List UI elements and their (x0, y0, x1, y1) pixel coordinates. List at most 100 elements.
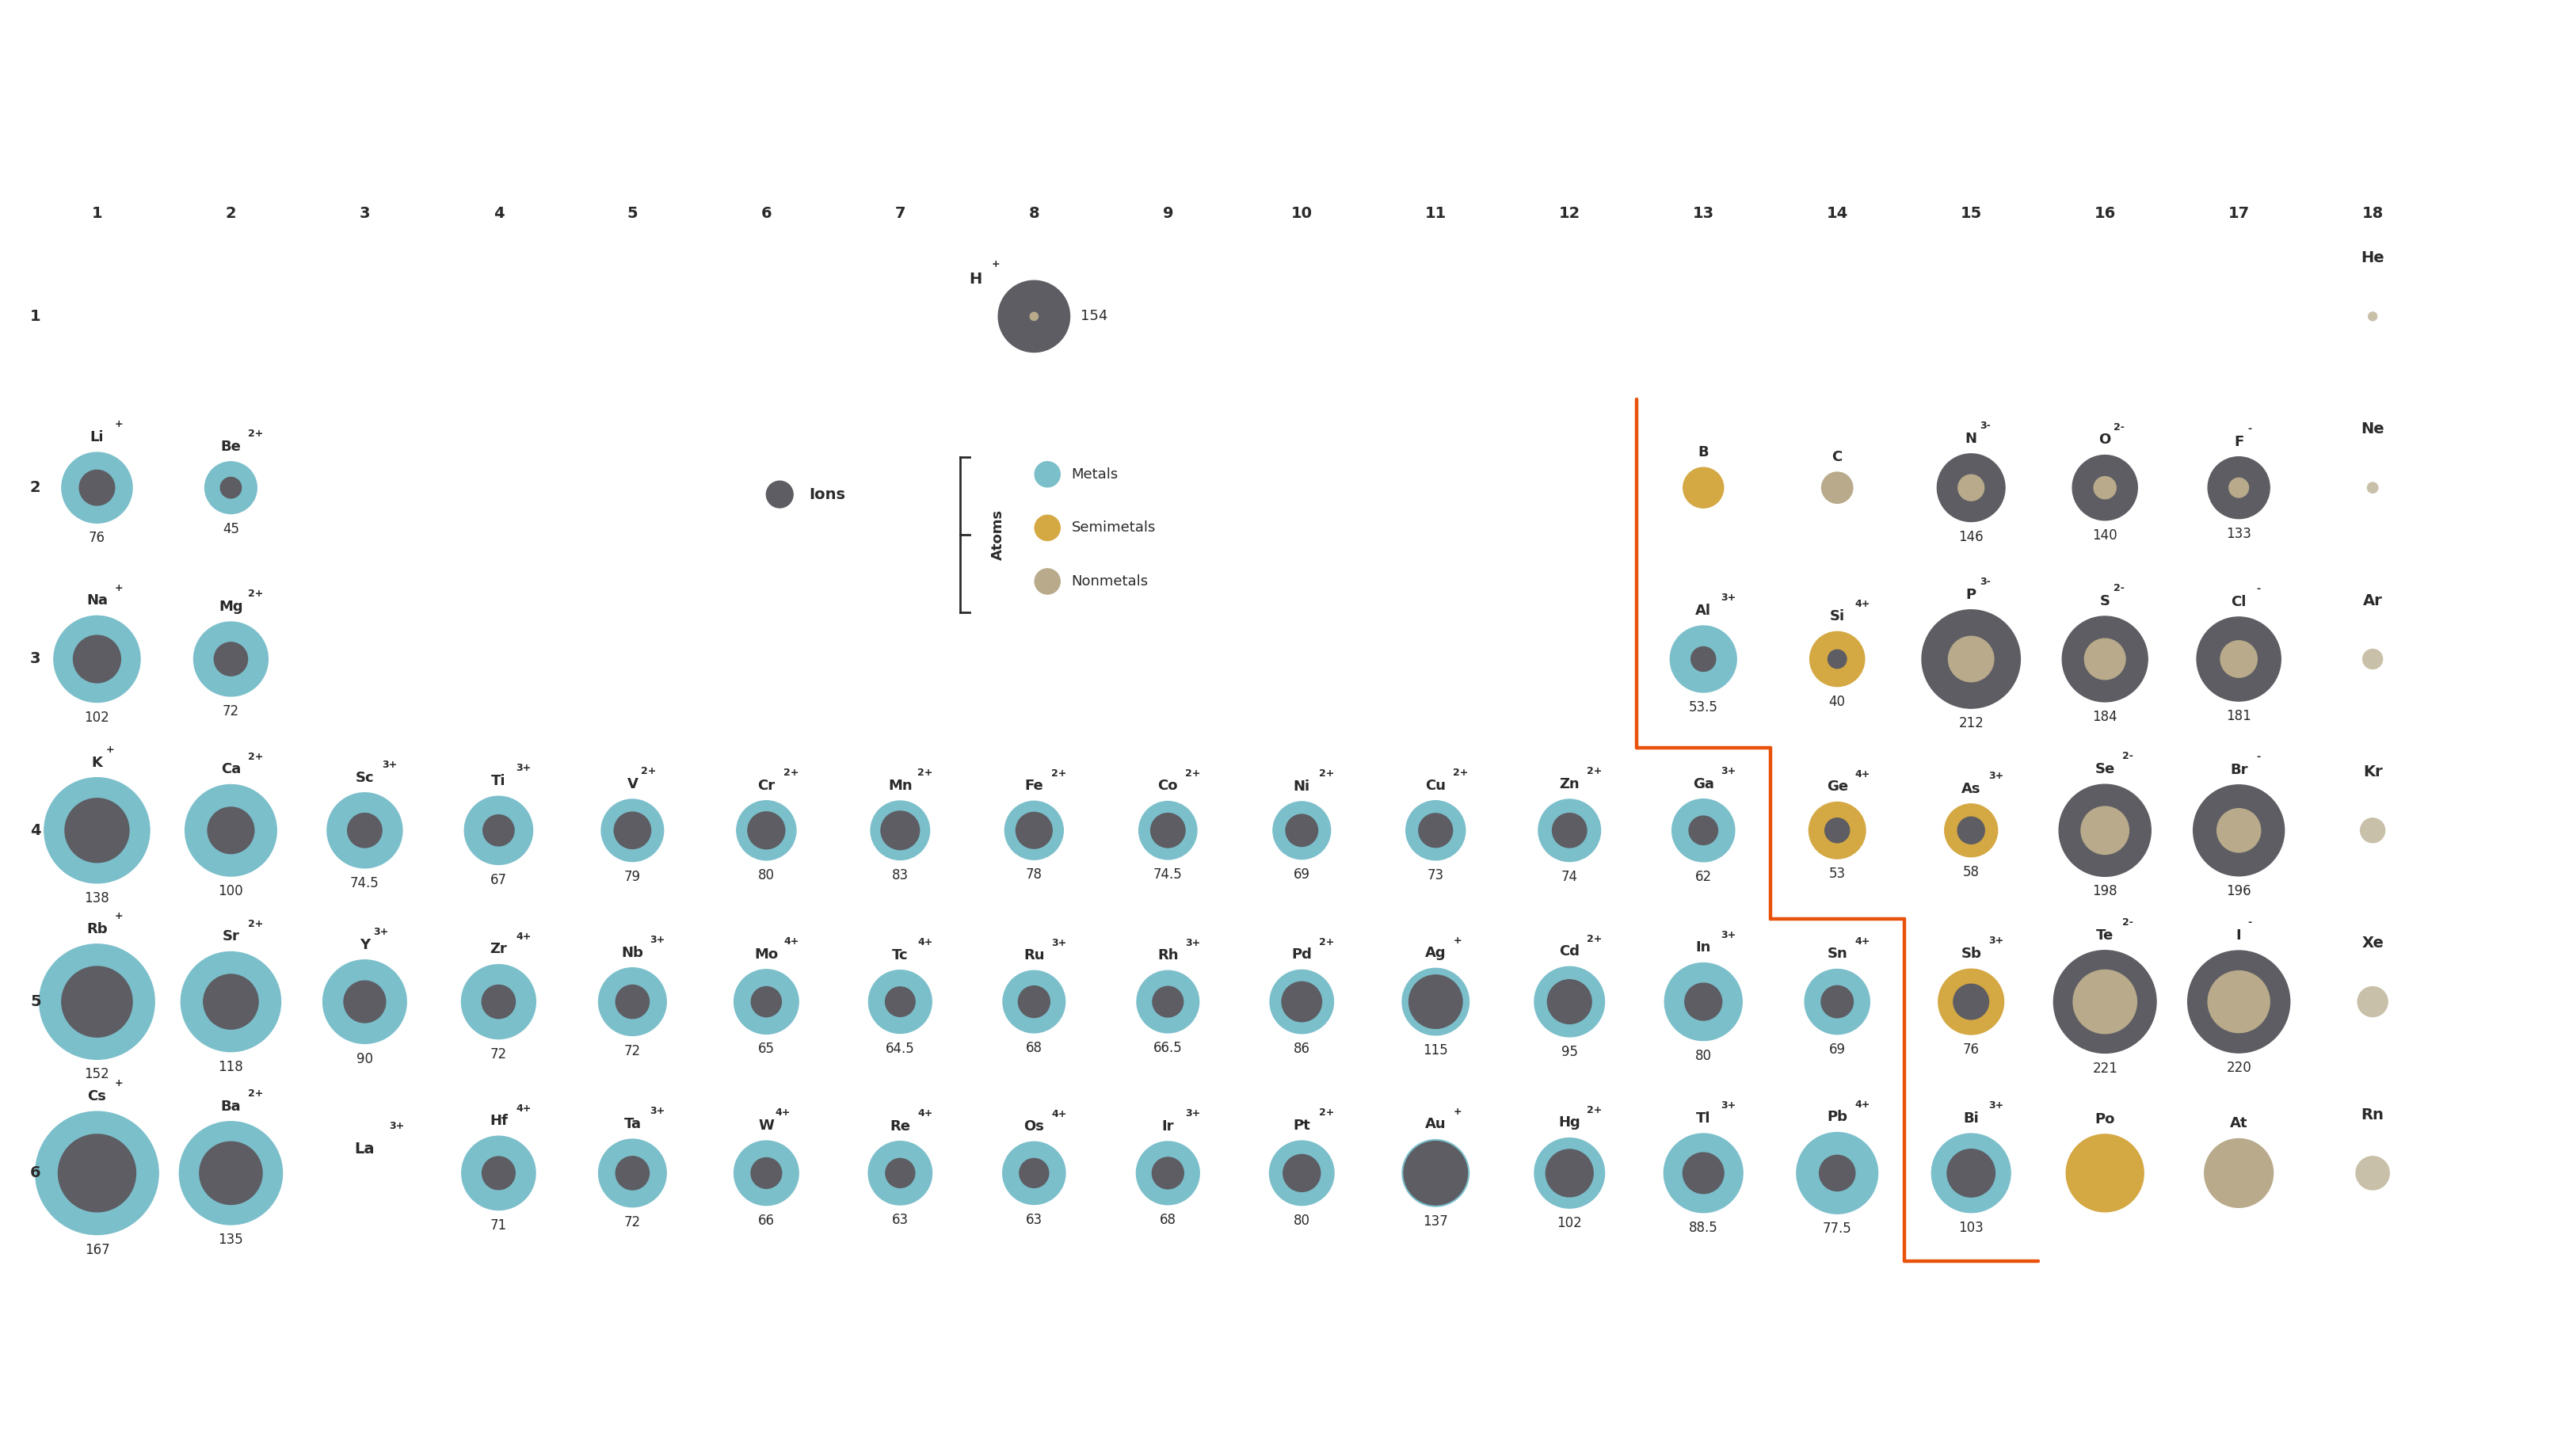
Text: 4+: 4+ (515, 1104, 530, 1114)
Text: Hg: Hg (1558, 1115, 1581, 1130)
Circle shape (1798, 1133, 1877, 1214)
Text: 11: 11 (1425, 205, 1446, 221)
Circle shape (1953, 984, 1989, 1019)
Text: Re: Re (890, 1120, 910, 1133)
Text: F: F (2234, 434, 2244, 448)
Text: Rh: Rh (1158, 948, 1178, 962)
Text: 76: 76 (89, 531, 105, 546)
Circle shape (1017, 986, 1051, 1018)
Text: Ba: Ba (222, 1099, 242, 1114)
Text: 53: 53 (1828, 866, 1846, 881)
Text: 90: 90 (357, 1051, 372, 1066)
Text: Ti: Ti (492, 775, 505, 788)
Text: Pd: Pd (1290, 948, 1313, 962)
Text: 73: 73 (1428, 868, 1443, 882)
Circle shape (347, 814, 382, 847)
Circle shape (2229, 478, 2249, 498)
Text: 2: 2 (31, 480, 41, 495)
Text: 4+: 4+ (918, 938, 933, 948)
Circle shape (482, 1156, 515, 1190)
Text: He: He (2361, 250, 2384, 265)
Text: +: + (1453, 935, 1461, 945)
Text: 103: 103 (1958, 1220, 1984, 1235)
Circle shape (61, 967, 133, 1037)
Circle shape (207, 807, 255, 853)
Text: 77.5: 77.5 (1823, 1222, 1851, 1236)
Text: 2-: 2- (2122, 751, 2134, 761)
Text: 137: 137 (1423, 1214, 1448, 1229)
Text: 154: 154 (1081, 309, 1107, 323)
Circle shape (2369, 312, 2377, 320)
Circle shape (2053, 951, 2157, 1053)
Text: 3+: 3+ (515, 763, 530, 773)
Circle shape (2188, 951, 2290, 1053)
Text: 18: 18 (2361, 205, 2384, 221)
Text: 4: 4 (492, 205, 505, 221)
Text: 2+: 2+ (1318, 936, 1334, 948)
Text: 3: 3 (31, 651, 41, 667)
Text: Cr: Cr (757, 779, 775, 792)
Text: 65: 65 (757, 1042, 775, 1057)
Text: 100: 100 (219, 884, 242, 898)
Circle shape (2216, 808, 2262, 852)
Text: Tl: Tl (1696, 1111, 1711, 1125)
Circle shape (1810, 632, 1864, 686)
Circle shape (54, 616, 140, 702)
Text: 80: 80 (1293, 1213, 1311, 1227)
Text: 115: 115 (1423, 1044, 1448, 1057)
Text: 181: 181 (2226, 709, 2252, 724)
Text: 80: 80 (757, 868, 775, 882)
Circle shape (768, 480, 793, 508)
Text: 72: 72 (625, 1044, 640, 1059)
Circle shape (1821, 986, 1854, 1018)
Circle shape (2208, 971, 2269, 1032)
Text: 5: 5 (627, 205, 638, 221)
Circle shape (885, 1159, 915, 1188)
Text: 118: 118 (219, 1060, 242, 1075)
Text: Cl: Cl (2231, 594, 2247, 609)
Text: 4: 4 (31, 823, 41, 839)
Circle shape (1548, 980, 1591, 1024)
Text: H: H (969, 272, 982, 287)
Text: Nb: Nb (622, 945, 643, 960)
Text: 102: 102 (1558, 1216, 1581, 1230)
Circle shape (43, 778, 150, 884)
Text: 2+: 2+ (247, 751, 263, 761)
Circle shape (1418, 814, 1453, 847)
Circle shape (1946, 804, 1997, 858)
Text: 74: 74 (1561, 869, 1578, 884)
Text: Cd: Cd (1558, 945, 1581, 958)
Text: Ions: Ions (808, 486, 847, 502)
Circle shape (204, 462, 258, 514)
Text: -: - (2257, 751, 2259, 761)
Text: 74.5: 74.5 (349, 877, 380, 890)
Text: Cs: Cs (87, 1089, 107, 1104)
Text: 2+: 2+ (1453, 767, 1469, 778)
Text: Atoms: Atoms (992, 510, 1005, 561)
Text: 3-: 3- (1979, 577, 1992, 587)
Circle shape (204, 974, 258, 1029)
Text: V: V (627, 778, 638, 791)
Circle shape (615, 1156, 650, 1190)
Circle shape (602, 799, 663, 862)
Text: Zn: Zn (1561, 778, 1578, 791)
Circle shape (1686, 983, 1721, 1021)
Text: +: + (115, 582, 122, 593)
Text: Ar: Ar (2364, 593, 2382, 609)
Text: 167: 167 (84, 1243, 110, 1257)
Text: 2+: 2+ (1051, 769, 1066, 779)
Circle shape (1691, 646, 1716, 671)
Circle shape (599, 1139, 666, 1207)
Text: Sr: Sr (222, 929, 240, 943)
Circle shape (1137, 971, 1198, 1032)
Circle shape (1137, 1142, 1198, 1204)
Circle shape (2083, 639, 2124, 680)
Circle shape (599, 968, 666, 1035)
Text: Hf: Hf (490, 1114, 507, 1128)
Text: 146: 146 (1958, 530, 1984, 545)
Circle shape (734, 1142, 798, 1206)
Text: Ru: Ru (1023, 948, 1046, 962)
Text: 67: 67 (490, 872, 507, 887)
Text: 13: 13 (1693, 205, 1714, 221)
Text: 4+: 4+ (1854, 598, 1869, 609)
